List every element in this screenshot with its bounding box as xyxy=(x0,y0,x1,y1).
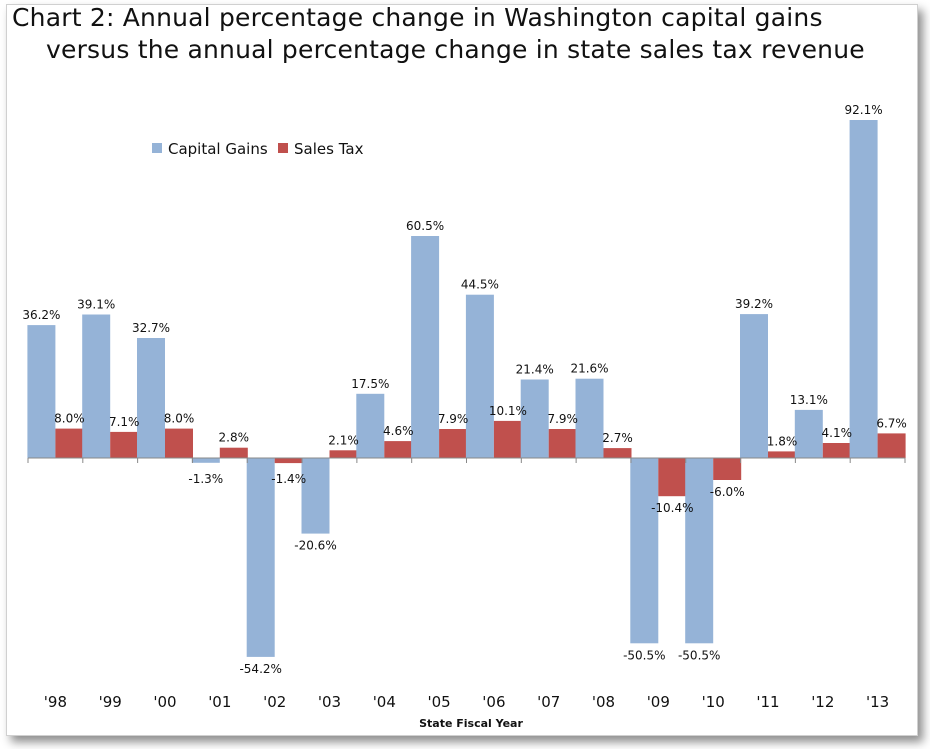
sales-tax-bar-10 xyxy=(603,448,632,458)
sales-tax-bar-0 xyxy=(55,428,84,458)
x-tick-label-4: '02 xyxy=(263,693,286,711)
x-tick-label-5: '03 xyxy=(318,693,341,711)
sales-tax-bar-11 xyxy=(658,458,687,497)
capital-gains-label-4: -54.2% xyxy=(239,662,281,676)
legend-swatch-sales-tax xyxy=(278,143,288,153)
x-tick-label-7: '05 xyxy=(427,693,450,711)
capital-gains-bar-1 xyxy=(82,314,111,458)
data-labels-group: 36.2% 8.0% 39.1% 7.1% 32.7% 8.0% -1.3% 2.8% -54.… xyxy=(22,103,907,676)
capital-gains-bar-12 xyxy=(685,458,714,644)
legend-label-capital-gains: Capital Gains xyxy=(168,140,268,158)
sales-tax-bar-6 xyxy=(384,441,413,458)
x-tick-label-12: '10 xyxy=(702,693,725,711)
sales-tax-bar-5 xyxy=(329,450,358,458)
x-tick-label-11: '09 xyxy=(647,693,670,711)
capital-gains-label-15: 92.1% xyxy=(845,103,883,117)
capital-gains-label-1: 39.1% xyxy=(77,298,115,312)
capital-gains-label-10: 21.6% xyxy=(570,362,608,376)
capital-gains-bar-10 xyxy=(575,378,604,458)
x-tick-label-8: '06 xyxy=(482,693,505,711)
sales-tax-bar-13 xyxy=(768,451,796,458)
sales-tax-label-13: 1.8% xyxy=(767,434,798,448)
capital-gains-label-12: -50.5% xyxy=(678,648,720,662)
chart-title-line1: Chart 2: Annual percentage change in Was… xyxy=(12,3,823,32)
x-tick-label-1: '99 xyxy=(99,693,122,711)
capital-gains-label-7: 60.5% xyxy=(406,219,444,233)
sales-tax-label-8: 10.1% xyxy=(489,404,527,418)
x-tick-label-6: '04 xyxy=(373,693,396,711)
x-axis-title: State Fiscal Year xyxy=(419,717,523,730)
legend-label-sales-tax: Sales Tax xyxy=(294,140,364,158)
sales-tax-bar-3 xyxy=(219,447,248,458)
sales-tax-bar-7 xyxy=(439,429,468,458)
chart-subtitle: versus the annual percentage change in s… xyxy=(46,35,865,64)
x-tick-label-9: '07 xyxy=(537,693,560,711)
sales-tax-label-1: 7.1% xyxy=(109,415,140,429)
sales-tax-label-14: 4.1% xyxy=(822,426,853,440)
x-tick-label-13: '11 xyxy=(756,693,779,711)
capital-gains-bar-6 xyxy=(356,393,385,458)
capital-gains-label-8: 44.5% xyxy=(461,278,499,292)
sales-tax-label-15: 6.7% xyxy=(876,416,907,430)
sales-tax-bar-9 xyxy=(548,429,577,458)
sales-tax-bar-8 xyxy=(493,420,522,458)
sales-tax-label-7: 7.9% xyxy=(438,412,469,426)
sales-tax-label-6: 4.6% xyxy=(383,424,414,438)
capital-gains-label-6: 17.5% xyxy=(351,377,389,391)
capital-gains-label-3: -1.3% xyxy=(188,472,223,486)
capital-gains-bar-5 xyxy=(301,458,330,534)
sales-tax-bar-15 xyxy=(877,433,906,458)
capital-gains-bar-7 xyxy=(411,236,440,458)
legend: Capital Gains Sales Tax xyxy=(152,140,364,158)
sales-tax-label-3: 2.8% xyxy=(219,431,250,445)
legend-swatch-capital-gains xyxy=(152,143,162,153)
x-axis xyxy=(27,457,906,463)
capital-gains-bar-11 xyxy=(630,458,659,644)
sales-tax-bar-4 xyxy=(274,458,303,464)
sales-tax-label-9: 7.9% xyxy=(547,412,578,426)
capital-gains-label-0: 36.2% xyxy=(22,308,60,322)
capital-gains-bar-14 xyxy=(794,409,823,458)
x-tick-label-2: '00 xyxy=(153,693,176,711)
sales-tax-bar-12 xyxy=(713,458,742,480)
capital-gains-label-11: -50.5% xyxy=(623,648,665,662)
sales-tax-label-11: -10.4% xyxy=(651,501,693,515)
sales-tax-label-12: -6.0% xyxy=(710,485,745,499)
sales-tax-label-10: 2.7% xyxy=(602,431,633,445)
sales-tax-label-0: 8.0% xyxy=(54,412,85,426)
x-tick-label-0: '98 xyxy=(44,693,67,711)
capital-gains-label-2: 32.7% xyxy=(132,321,170,335)
x-tick-labels: '98 '99 '00 '01 '02 '03 '04 '05 '06 '07 '08 '09 '10 '… xyxy=(44,693,889,711)
x-tick-label-3: '01 xyxy=(208,693,231,711)
x-tick-label-15: '13 xyxy=(866,693,889,711)
capital-gains-bar-9 xyxy=(520,379,549,458)
capital-gains-label-14: 13.1% xyxy=(790,393,828,407)
sales-tax-bar-1 xyxy=(110,431,139,458)
capital-gains-label-5: -20.6% xyxy=(294,539,336,553)
capital-gains-bar-13 xyxy=(740,314,768,458)
sales-tax-bar-14 xyxy=(822,443,851,458)
sales-tax-label-4: -1.4% xyxy=(271,472,306,486)
capital-gains-bar-0 xyxy=(27,325,56,458)
sales-tax-bar-2 xyxy=(165,428,193,458)
sales-tax-label-5: 2.1% xyxy=(328,433,359,447)
capital-gains-label-9: 21.4% xyxy=(516,363,554,377)
capital-gains-bar-8 xyxy=(465,294,494,458)
x-tick-label-10: '08 xyxy=(592,693,615,711)
capital-gains-bar-15 xyxy=(849,120,878,458)
chart-title: Chart 2: Annual percentage change in Was… xyxy=(12,2,912,66)
capital-gains-bar-3 xyxy=(191,458,220,463)
capital-gains-bar-2 xyxy=(137,338,165,458)
capital-gains-bar-4 xyxy=(246,458,275,657)
bars-group xyxy=(27,120,906,657)
capital-gains-label-13: 39.2% xyxy=(735,297,773,311)
sales-tax-label-2: 8.0% xyxy=(164,412,195,426)
x-tick-label-14: '12 xyxy=(811,693,834,711)
